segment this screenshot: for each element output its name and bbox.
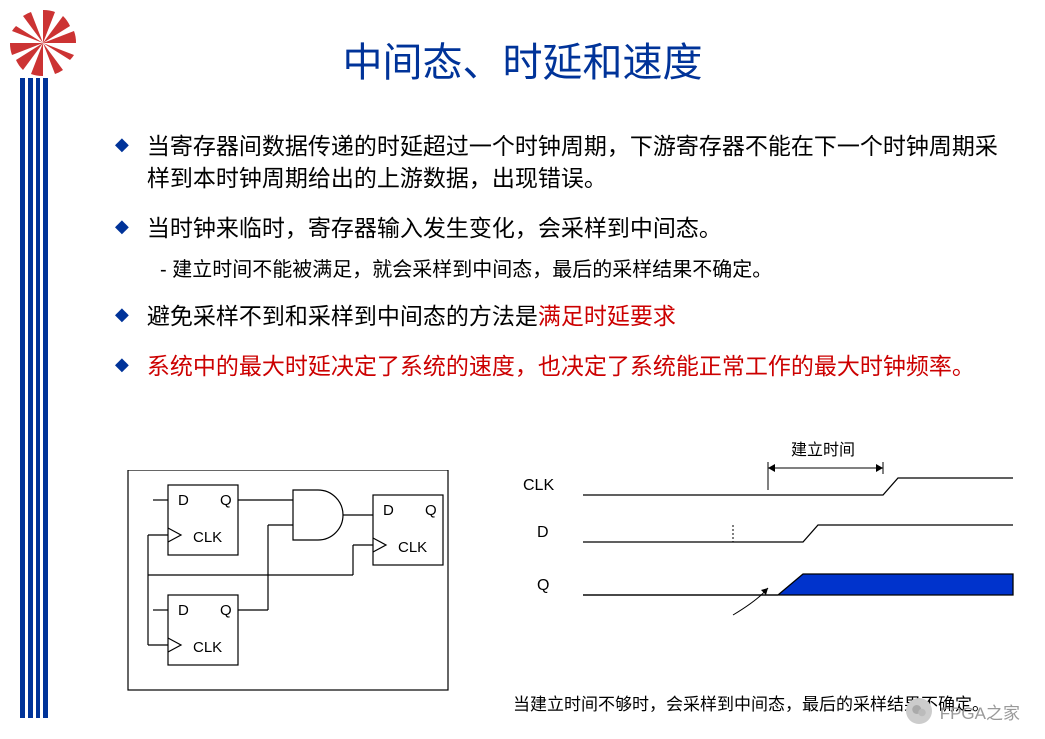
bullet-text: 系统中的最大时延决定了系统的速度，也决定了系统能正常工作的最大时钟频率。 xyxy=(147,350,975,382)
stripe xyxy=(28,78,33,718)
ff-d-label: D xyxy=(383,502,394,519)
sidebar-stripes xyxy=(20,78,48,718)
wechat-icon xyxy=(906,698,932,724)
ff-d-label: D xyxy=(178,602,189,619)
sub-bullet-text: - 建立时间不能被满足，就会采样到中间态，最后的采样结果不确定。 xyxy=(160,253,1005,282)
stripe xyxy=(20,78,25,718)
ff-clk-label: CLK xyxy=(193,529,222,546)
bullet-icon: ◆ xyxy=(115,354,129,375)
slide-title: 中间态、时延和速度 xyxy=(0,30,1045,88)
bullet-icon: ◆ xyxy=(115,304,129,325)
bullet-text-before: 避免采样不到和采样到中间态的方法是 xyxy=(147,303,538,329)
bullet-item: ◆ 当寄存器间数据传递的时延超过一个时钟周期，下游寄存器不能在下一个时钟周期采样… xyxy=(115,130,1005,194)
ff-q-label: Q xyxy=(425,502,437,519)
circuit-diagram: D Q CLK D Q CLK D Q CLK xyxy=(118,470,458,700)
ff-q-label: Q xyxy=(220,602,232,619)
diagram-area: D Q CLK D Q CLK D Q CLK xyxy=(118,430,1005,720)
q-waveform-fill xyxy=(583,574,1013,595)
signal-label: Q xyxy=(537,577,549,594)
bullet-item: ◆ 避免采样不到和采样到中间态的方法是满足时延要求 xyxy=(115,300,1005,332)
bullet-icon: ◆ xyxy=(115,134,129,155)
watermark: FPGA之家 xyxy=(906,698,1020,724)
ff-q-label: Q xyxy=(220,492,232,509)
bullet-list: ◆ 当寄存器间数据传递的时延超过一个时钟周期，下游寄存器不能在下一个时钟周期采样… xyxy=(115,130,1005,400)
setup-time-label: 建立时间 xyxy=(791,441,855,459)
bullet-text: 避免采样不到和采样到中间态的方法是满足时延要求 xyxy=(147,300,676,332)
bullet-text: 当寄存器间数据传递的时延超过一个时钟周期，下游寄存器不能在下一个时钟周期采样到本… xyxy=(147,130,1005,194)
signal-label: D xyxy=(537,524,549,541)
watermark-text: FPGA之家 xyxy=(940,699,1020,724)
timing-diagram: 建立时间 CLK D Q xyxy=(513,440,1033,640)
bullet-text: 当时钟来临时，寄存器输入发生变化，会采样到中间态。 xyxy=(147,212,722,244)
bullet-item: ◆ 系统中的最大时延决定了系统的速度，也决定了系统能正常工作的最大时钟频率。 xyxy=(115,350,1005,382)
stripe xyxy=(36,78,41,718)
signal-label: CLK xyxy=(523,477,554,494)
ff-clk-label: CLK xyxy=(398,539,427,556)
stripe xyxy=(43,78,48,718)
bullet-icon: ◆ xyxy=(115,216,129,237)
bullet-item: ◆ 当时钟来临时，寄存器输入发生变化，会采样到中间态。 xyxy=(115,212,1005,244)
bullet-text-red: 满足时延要求 xyxy=(538,303,676,329)
ff-clk-label: CLK xyxy=(193,639,222,656)
ff-d-label: D xyxy=(178,492,189,509)
